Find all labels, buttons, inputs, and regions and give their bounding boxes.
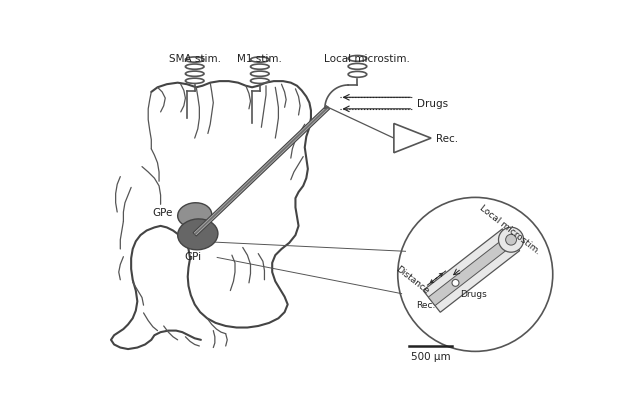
Text: Distance: Distance	[394, 264, 430, 296]
Text: Local microstim.: Local microstim.	[324, 54, 410, 64]
Ellipse shape	[178, 219, 218, 250]
Text: M1 stim.: M1 stim.	[237, 54, 282, 64]
Text: Drugs: Drugs	[460, 290, 486, 299]
Text: Rec.: Rec.	[416, 300, 436, 310]
Text: SMA stim.: SMA stim.	[169, 54, 221, 64]
Polygon shape	[428, 236, 515, 306]
Text: Local microstim.: Local microstim.	[477, 203, 541, 255]
Polygon shape	[193, 106, 330, 237]
Text: 500 μm: 500 μm	[411, 351, 451, 361]
Text: Rec.: Rec.	[436, 134, 458, 144]
Ellipse shape	[178, 203, 212, 228]
Circle shape	[452, 280, 459, 287]
Polygon shape	[423, 229, 520, 312]
Circle shape	[506, 235, 516, 245]
Text: GPi: GPi	[184, 252, 202, 261]
Text: Drugs: Drugs	[417, 99, 448, 109]
Circle shape	[499, 228, 524, 253]
Polygon shape	[394, 124, 431, 153]
Polygon shape	[194, 107, 329, 235]
Text: GPe: GPe	[152, 207, 173, 217]
